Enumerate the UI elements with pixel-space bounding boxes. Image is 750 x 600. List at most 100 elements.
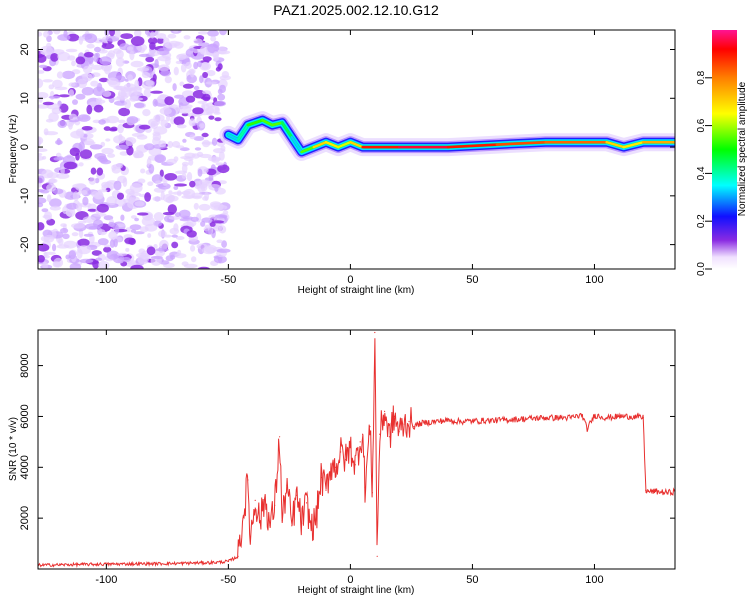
snr-point bbox=[374, 331, 376, 334]
noise-blob bbox=[206, 70, 216, 77]
noise-blob bbox=[154, 154, 166, 163]
ridge-segment bbox=[495, 140, 547, 146]
noise-blob bbox=[113, 135, 126, 144]
noise-blob bbox=[38, 222, 45, 231]
noise-blob bbox=[109, 30, 115, 37]
noise-blob bbox=[82, 65, 93, 74]
noise-blob bbox=[104, 30, 110, 37]
snr-point bbox=[335, 466, 337, 468]
noise-blob bbox=[167, 195, 179, 202]
noise-blob bbox=[160, 119, 168, 127]
snr-point bbox=[264, 497, 266, 499]
snr-line bbox=[38, 338, 675, 568]
noise-blob bbox=[167, 204, 177, 215]
ridge-segment bbox=[622, 140, 645, 149]
noise-blob bbox=[164, 76, 172, 84]
noise-blob bbox=[124, 99, 131, 110]
noise-blob bbox=[137, 254, 149, 265]
snr-point bbox=[354, 464, 356, 466]
noise-blob bbox=[105, 138, 111, 142]
noise-blob bbox=[201, 141, 215, 145]
ridge-segment bbox=[300, 145, 316, 154]
noise-blob bbox=[48, 95, 61, 99]
noise-blob bbox=[53, 30, 61, 35]
noise-blob bbox=[153, 244, 158, 249]
noise-blob bbox=[83, 51, 94, 58]
noise-blob bbox=[52, 79, 63, 89]
noise-blob bbox=[172, 83, 177, 92]
y-tick-label: 4000 bbox=[19, 455, 31, 479]
noise-blob bbox=[56, 138, 61, 146]
noise-blob bbox=[197, 100, 207, 104]
ridge-segment bbox=[261, 118, 274, 127]
noise-blob bbox=[207, 30, 219, 37]
noise-blob bbox=[127, 74, 133, 82]
noise-blob bbox=[217, 88, 223, 95]
noise-blob bbox=[104, 64, 111, 75]
snr-point bbox=[403, 423, 405, 425]
noise-blob bbox=[175, 170, 188, 175]
noise-blob bbox=[214, 185, 219, 192]
noise-blob bbox=[68, 89, 75, 97]
noise-blob bbox=[138, 124, 151, 130]
noise-blob bbox=[118, 119, 126, 124]
colorbar-tick-label: 0.8 bbox=[696, 70, 707, 84]
noise-blob bbox=[38, 96, 43, 103]
noise-blob bbox=[162, 181, 168, 186]
noise-blob bbox=[211, 157, 221, 164]
noise-blob bbox=[71, 232, 79, 237]
noise-blob bbox=[156, 47, 170, 56]
noise-blob bbox=[197, 60, 202, 68]
figure-title: PAZ1.2025.002.12.10.G12 bbox=[273, 2, 439, 18]
noise-blob bbox=[193, 61, 199, 70]
y-tick-label: 10 bbox=[19, 92, 31, 104]
noise-blob bbox=[42, 101, 54, 106]
noise-blob bbox=[138, 248, 146, 254]
snr-point bbox=[315, 517, 317, 519]
noise-blob bbox=[148, 164, 155, 174]
noise-blob bbox=[137, 178, 146, 184]
noise-blob bbox=[84, 33, 98, 44]
noise-blob bbox=[182, 83, 194, 89]
noise-blob bbox=[222, 210, 229, 215]
noise-blob bbox=[81, 126, 93, 131]
noise-blob bbox=[204, 244, 217, 254]
noise-blob bbox=[145, 80, 154, 87]
noise-blob bbox=[126, 46, 134, 51]
noise-blob bbox=[66, 33, 80, 42]
noise-blob bbox=[189, 69, 195, 78]
noise-blob bbox=[171, 191, 184, 195]
noise-blob bbox=[63, 161, 78, 170]
noise-blob bbox=[215, 162, 225, 166]
noise-blob bbox=[177, 105, 192, 114]
noise-blob bbox=[42, 261, 48, 269]
noise-blob bbox=[43, 31, 49, 38]
snr-point bbox=[384, 410, 386, 412]
colorbar-tick-label: 0.2 bbox=[696, 214, 707, 228]
noise-blob bbox=[48, 178, 58, 184]
noise-blob bbox=[200, 220, 206, 227]
noise-blob bbox=[141, 71, 151, 79]
snr-point bbox=[247, 479, 249, 481]
noise-blob bbox=[167, 141, 174, 148]
noise-blob bbox=[133, 102, 145, 109]
noise-blob bbox=[181, 161, 189, 167]
x-tick-label: 0 bbox=[347, 274, 353, 286]
noise-blob bbox=[186, 74, 197, 84]
noise-blob bbox=[117, 123, 124, 134]
snr-point bbox=[349, 446, 351, 448]
snr-point bbox=[398, 431, 400, 433]
snr-point bbox=[593, 414, 596, 416]
noise-blob bbox=[173, 66, 179, 76]
ridge-segment bbox=[324, 140, 340, 149]
noise-blob bbox=[51, 107, 62, 115]
noise-blob bbox=[122, 177, 128, 187]
noise-blob bbox=[152, 74, 157, 82]
noise-blob bbox=[217, 93, 226, 101]
noise-blob bbox=[103, 246, 112, 253]
snr-point bbox=[642, 417, 644, 419]
ridge-segment bbox=[605, 140, 625, 149]
snr-point bbox=[618, 415, 620, 417]
noise-blob bbox=[214, 117, 222, 122]
noise-blob bbox=[213, 148, 226, 154]
